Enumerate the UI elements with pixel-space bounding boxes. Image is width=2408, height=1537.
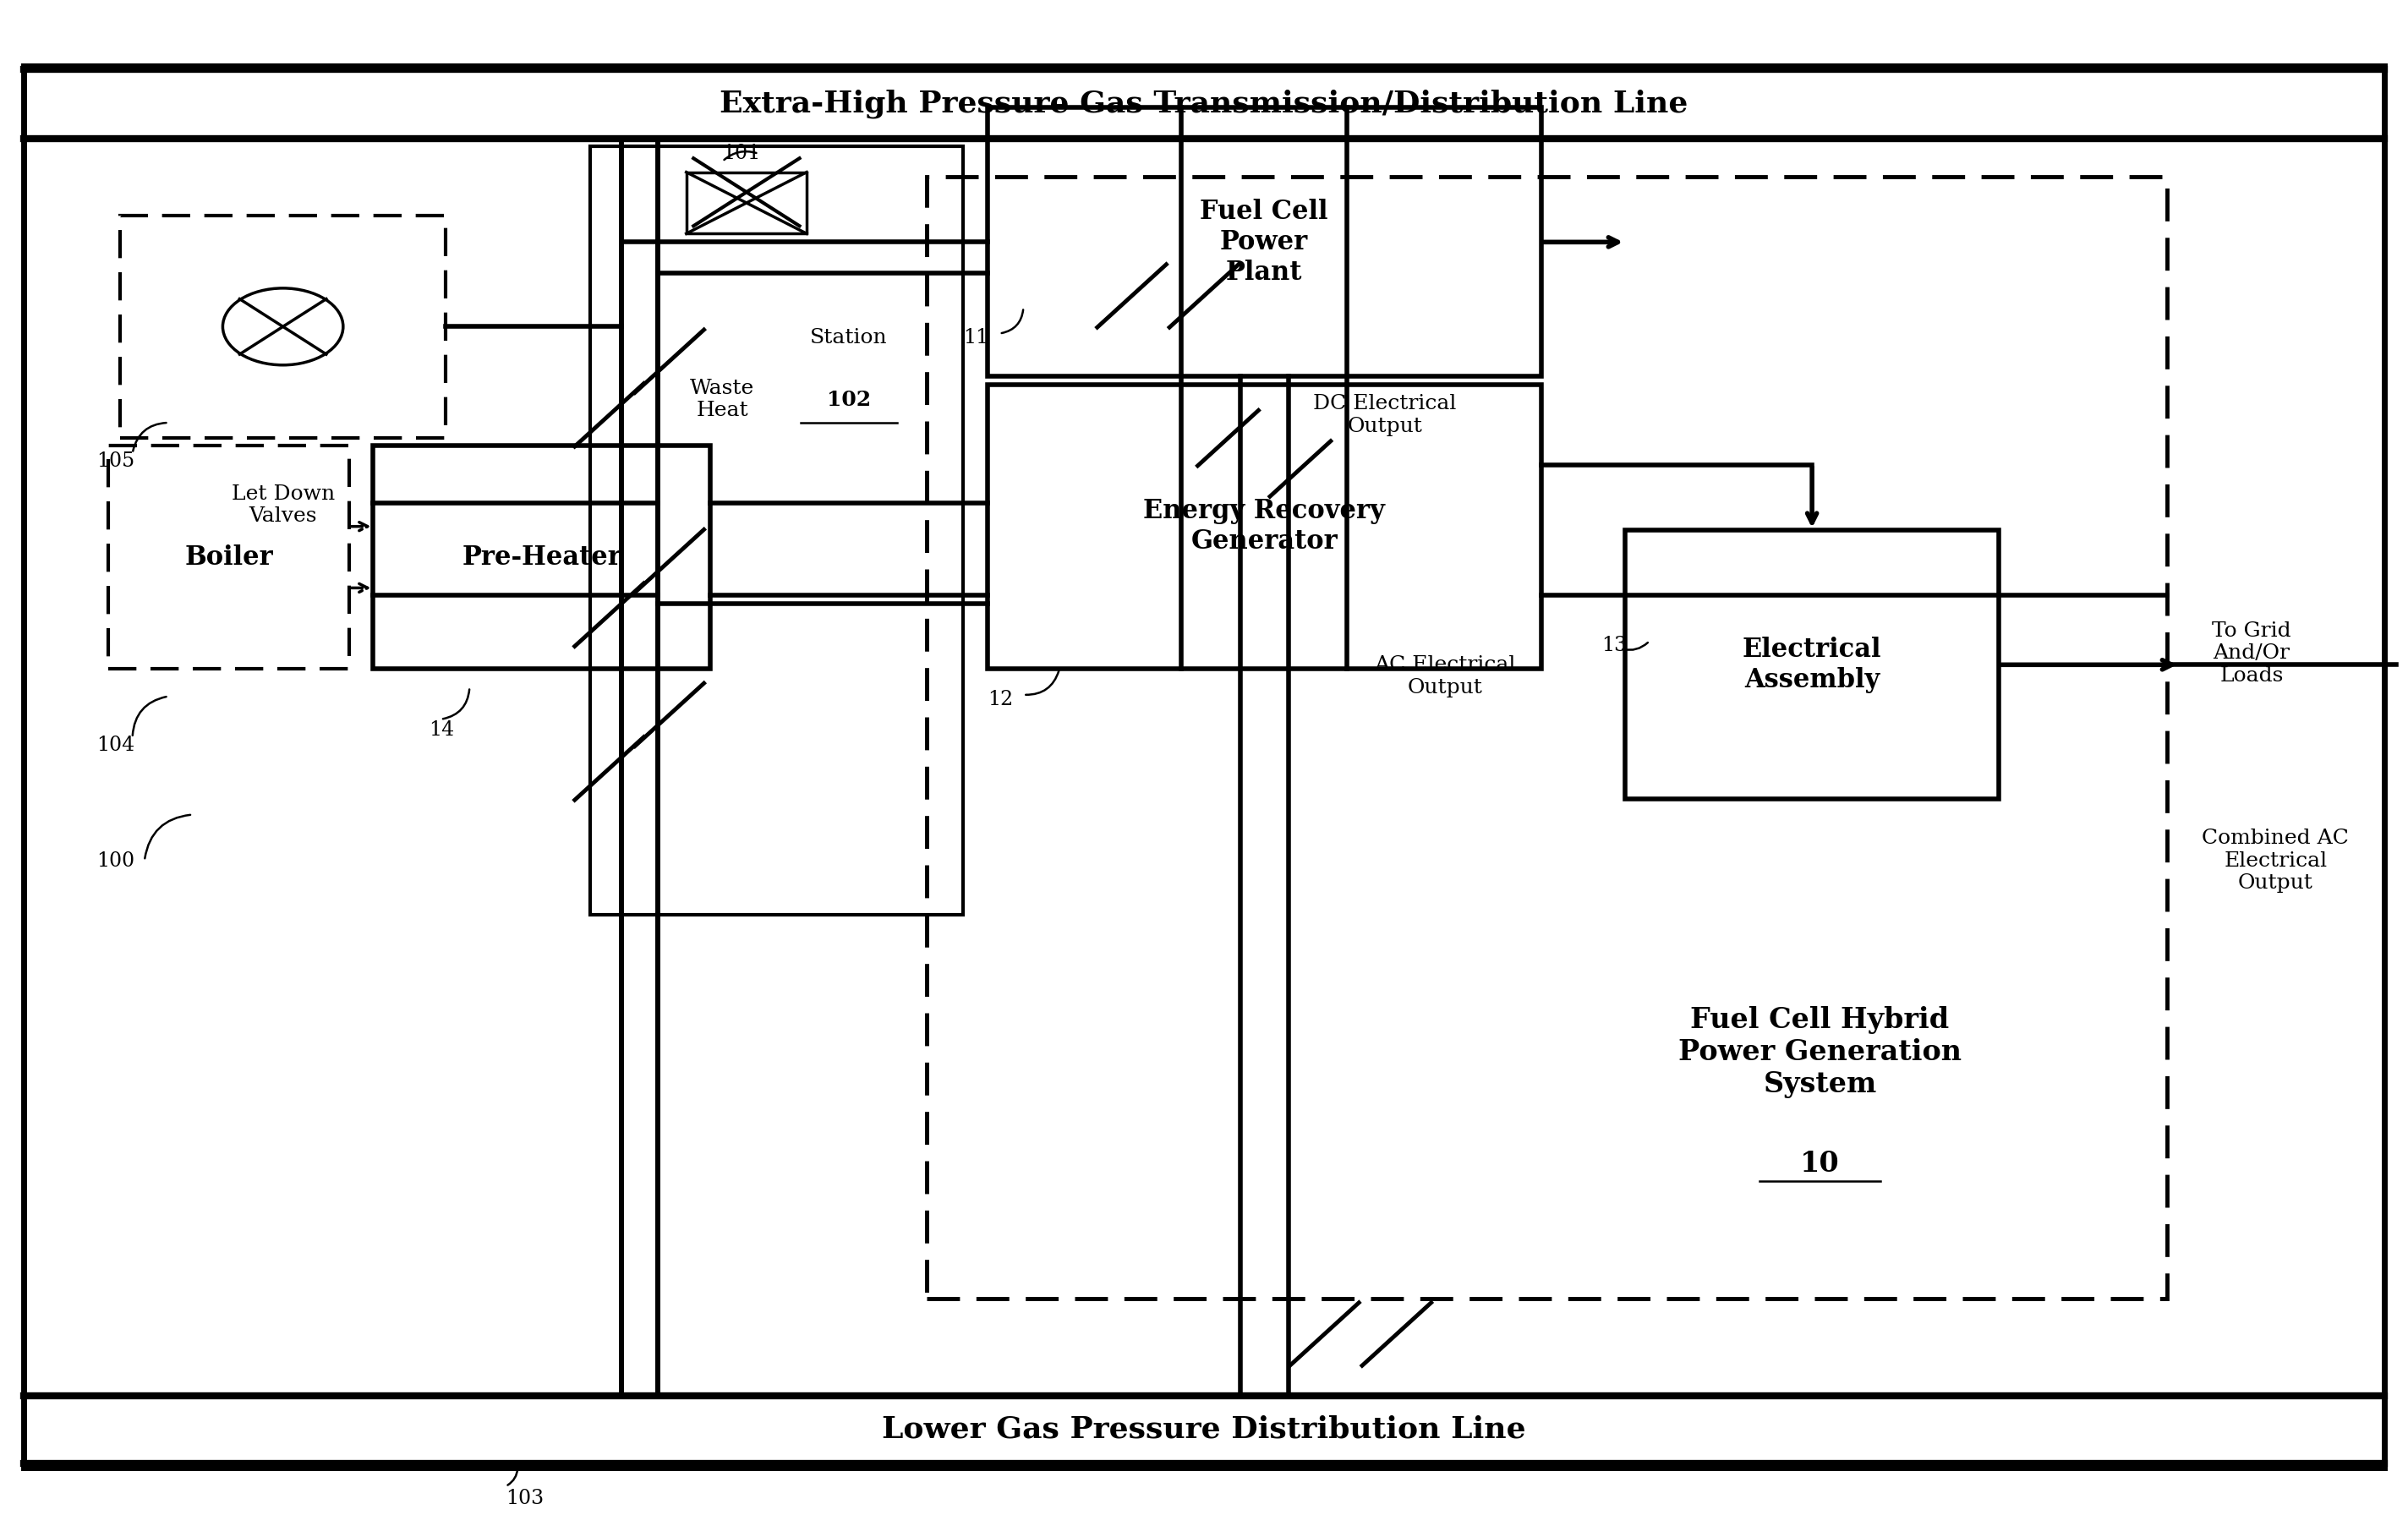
Bar [987, 108, 1541, 377]
Text: 100: 100 [96, 851, 135, 870]
Text: Combined AC
Electrical
Output: Combined AC Electrical Output [2201, 828, 2350, 893]
Text: 105: 105 [96, 452, 135, 470]
Text: 14: 14 [429, 721, 455, 739]
Text: Let Down
Valves: Let Down Valves [231, 484, 335, 526]
Text: AC Electrical
Output: AC Electrical Output [1375, 655, 1515, 698]
Bar [108, 446, 349, 669]
Text: 101: 101 [722, 144, 761, 163]
Text: 12: 12 [987, 690, 1014, 709]
Bar [373, 446, 710, 669]
Bar [1625, 530, 1999, 799]
Text: 11: 11 [963, 329, 990, 347]
Text: Energy Recovery
Generator: Energy Recovery Generator [1144, 498, 1385, 555]
Bar [686, 172, 807, 234]
Text: 102: 102 [826, 389, 872, 410]
Text: To Grid
And/Or
Loads: To Grid And/Or Loads [2213, 621, 2290, 686]
Bar [120, 215, 445, 438]
Text: 10: 10 [1801, 1150, 1840, 1177]
Bar [927, 177, 2167, 1299]
Bar [987, 384, 1541, 669]
Text: Station: Station [809, 329, 889, 347]
Text: Electrical
Assembly: Electrical Assembly [1743, 636, 1881, 693]
Text: Extra-High Pressure Gas Transmission/Distribution Line: Extra-High Pressure Gas Transmission/Dis… [720, 89, 1688, 118]
Text: Waste
Heat: Waste Heat [691, 378, 754, 421]
Bar [590, 146, 963, 915]
Text: Boiler: Boiler [185, 544, 272, 570]
Text: 13: 13 [1601, 636, 1628, 655]
Text: Fuel Cell
Power
Plant: Fuel Cell Power Plant [1199, 198, 1329, 286]
Text: Pre-Heater: Pre-Heater [462, 544, 621, 570]
Text: 103: 103 [506, 1489, 544, 1508]
Text: Lower Gas Pressure Distribution Line: Lower Gas Pressure Distribution Line [881, 1416, 1527, 1443]
Text: 104: 104 [96, 736, 135, 755]
Text: Fuel Cell Hybrid
Power Generation
System: Fuel Cell Hybrid Power Generation System [1678, 1005, 1963, 1097]
Text: DC Electrical
Output: DC Electrical Output [1312, 393, 1457, 437]
